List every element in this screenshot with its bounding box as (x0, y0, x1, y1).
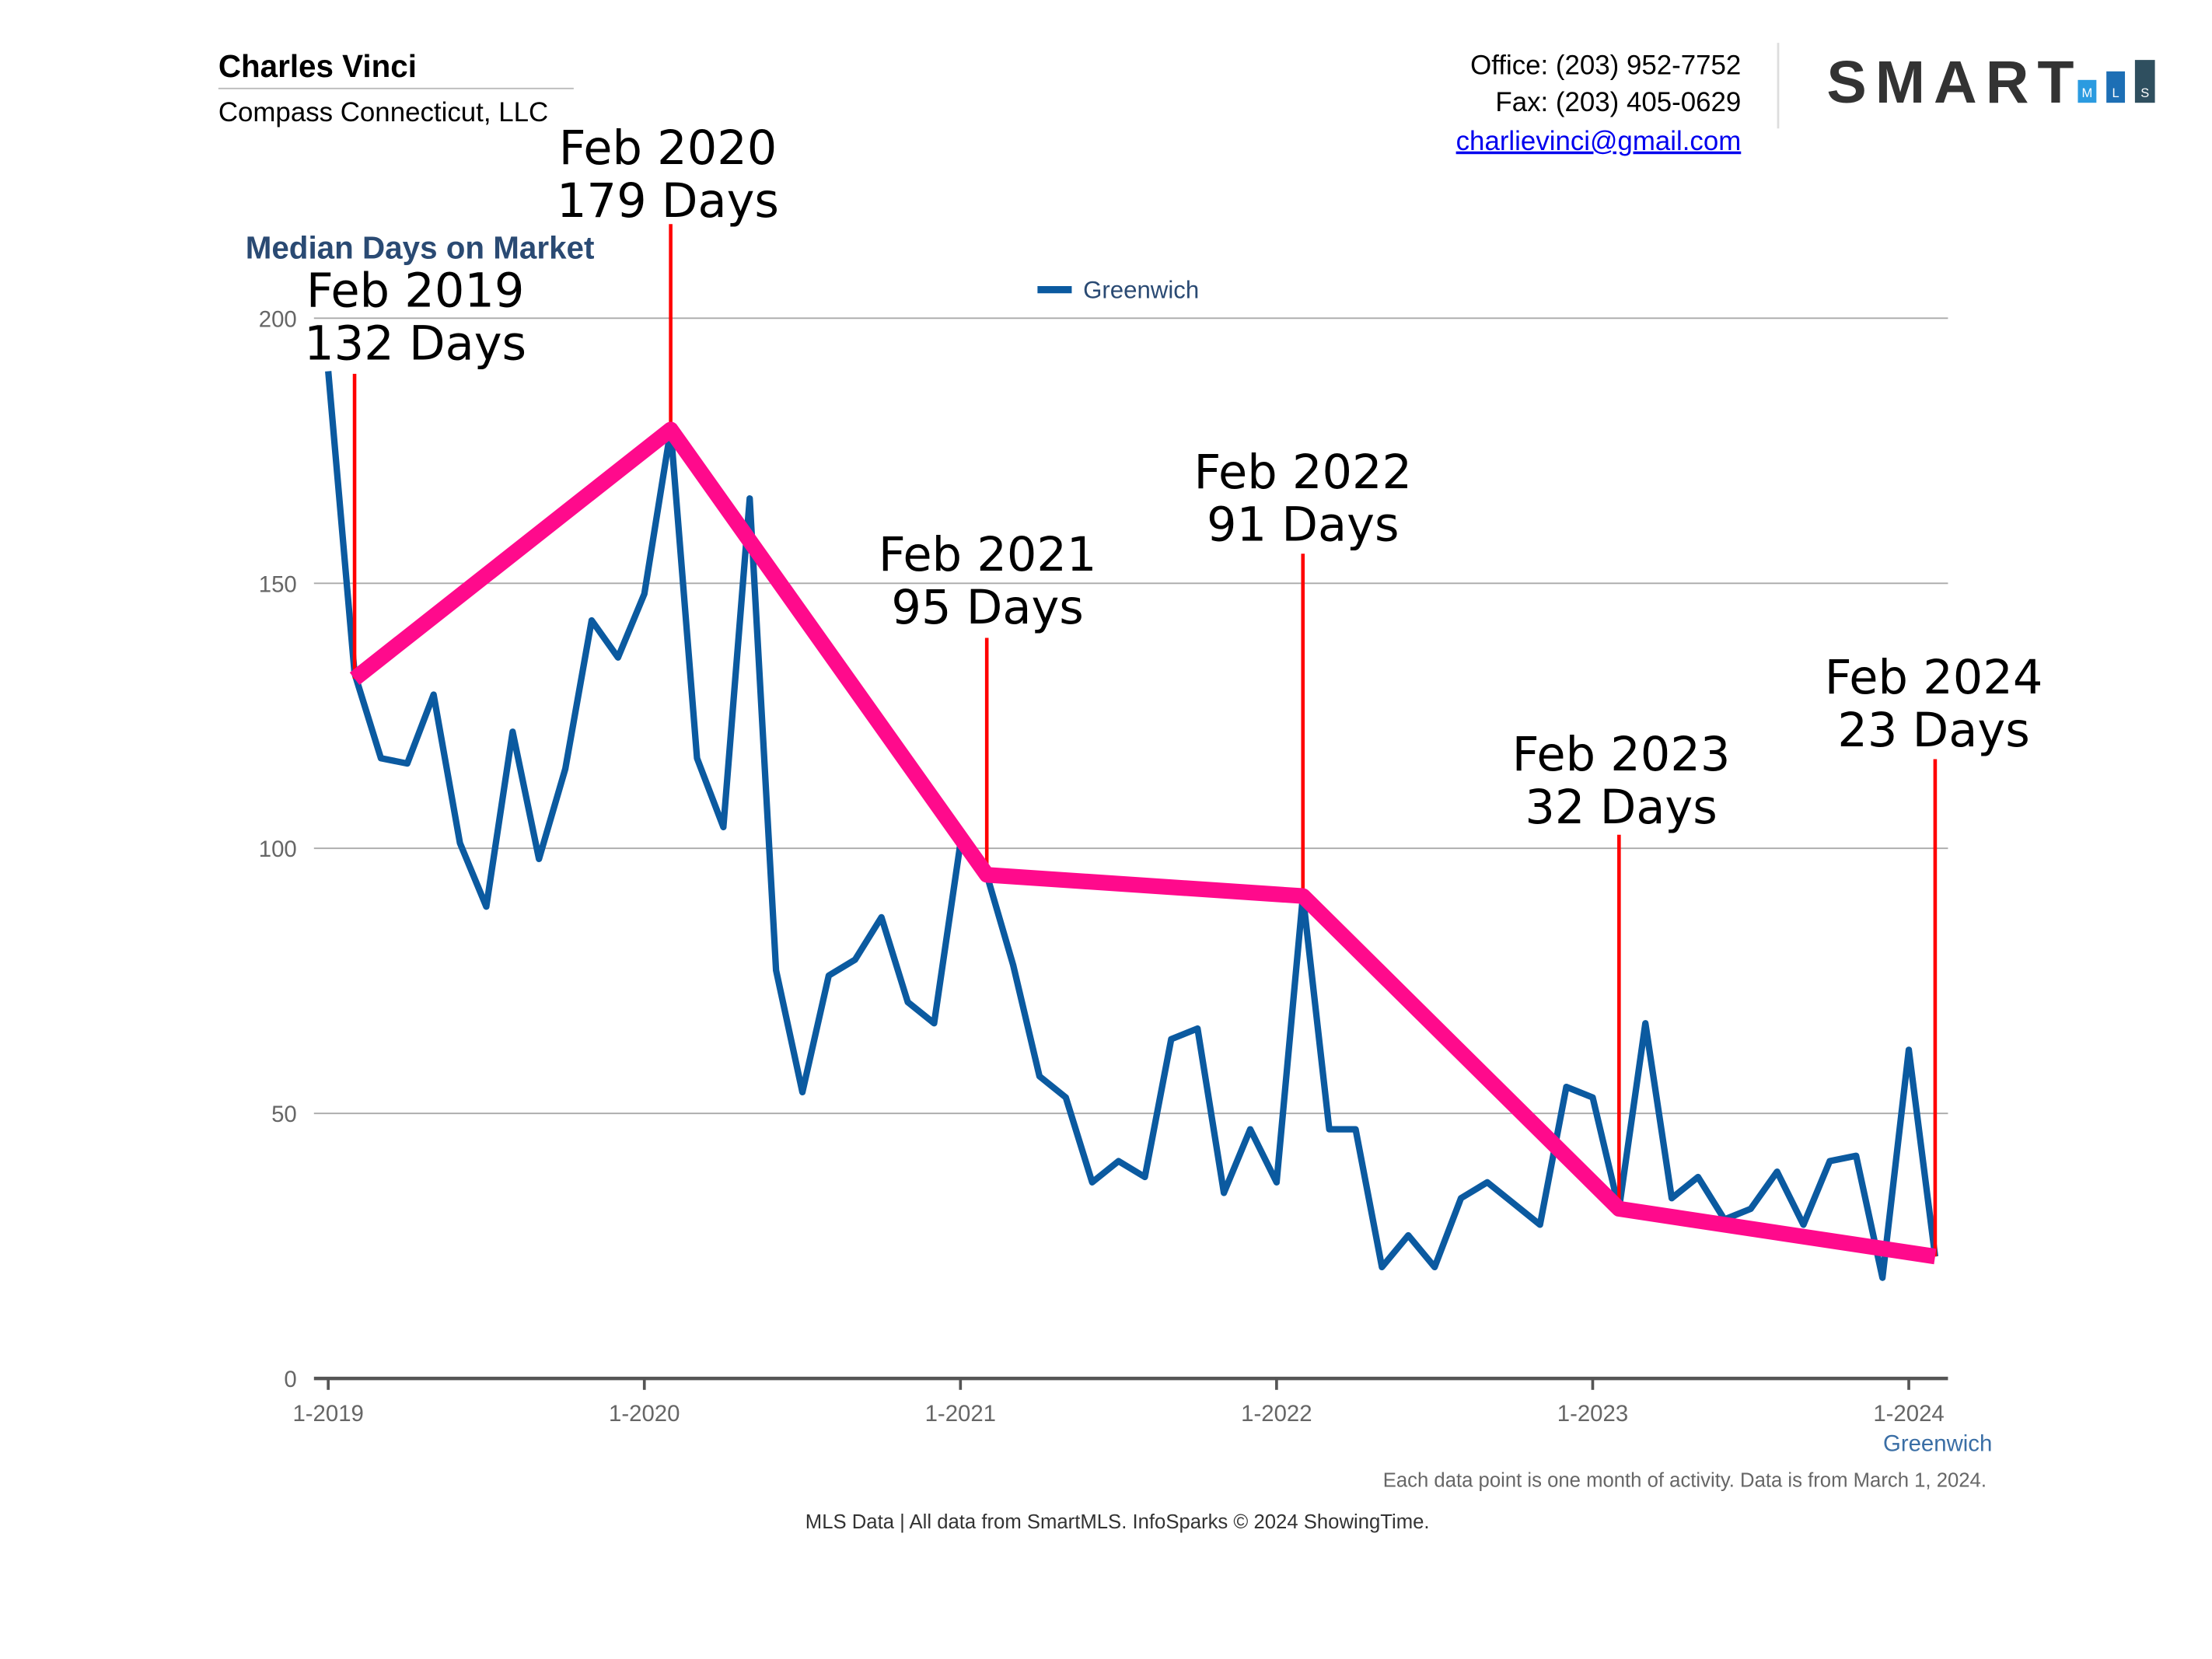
fax: Fax: (203) 405-0629 (1495, 87, 1741, 117)
x-tick-label: 1-2019 (292, 1401, 363, 1427)
annotation-label: 91 Days (1207, 498, 1399, 553)
y-tick-label: 50 (271, 1102, 297, 1127)
annotation-label: 32 Days (1525, 781, 1717, 835)
company: Compass Connecticut, LLC (218, 97, 548, 127)
agent-name: Charles Vinci (218, 48, 417, 84)
chart-title: Median Days on Market (246, 229, 595, 265)
chart-note: Each data point is one month of activity… (1383, 1470, 1987, 1492)
logo-box (2077, 79, 2097, 103)
x-tick-label: 1-2023 (1557, 1401, 1628, 1427)
logo-letter: L (2112, 86, 2119, 100)
logo-box (2134, 60, 2155, 103)
y-tick-label: 150 (259, 571, 297, 597)
annotation-title: Feb 2021 (879, 528, 1097, 582)
annotation-label: 23 Days (1837, 704, 2029, 758)
annotation-title: Feb 2019 (306, 264, 525, 319)
annotation-label: 95 Days (891, 581, 1083, 635)
y-tick-label: 200 (259, 306, 297, 332)
x-axis-label: Greenwich (1883, 1431, 1992, 1457)
x-tick-label: 1-2020 (609, 1401, 680, 1427)
series-line (325, 371, 1939, 1281)
logo-letter: M (2082, 86, 2093, 100)
legend-label: Greenwich (1083, 277, 1199, 304)
x-tick-label: 1-2022 (1241, 1401, 1312, 1427)
logo-letter: S (2140, 86, 2149, 100)
x-tick-label: 1-2024 (1873, 1401, 1944, 1427)
email-link[interactable]: charlievinci@gmail.com (1456, 126, 1742, 156)
trend-line (349, 421, 1937, 1265)
annotation-title: Feb 2023 (1512, 728, 1731, 782)
logo-boxes: M L S (2077, 60, 2155, 103)
annotation-title: Feb 2024 (1825, 651, 2043, 705)
logo-text: SMART (1826, 49, 2082, 116)
annotation-title: Feb 2022 (1193, 445, 1412, 500)
x-tick-label: 1-2021 (925, 1401, 996, 1427)
logo-box (2106, 71, 2126, 103)
annotation-label: 179 Days (557, 174, 779, 229)
annotation-title: Feb 2020 (559, 121, 778, 176)
y-tick-label: 100 (259, 836, 297, 862)
office-phone: Office: (203) 952-7752 (1470, 50, 1741, 80)
annotation-label: 132 Days (304, 317, 526, 372)
footer: MLS Data | All data from SmartMLS. InfoS… (805, 1511, 1430, 1533)
y-tick-label: 0 (284, 1367, 296, 1392)
